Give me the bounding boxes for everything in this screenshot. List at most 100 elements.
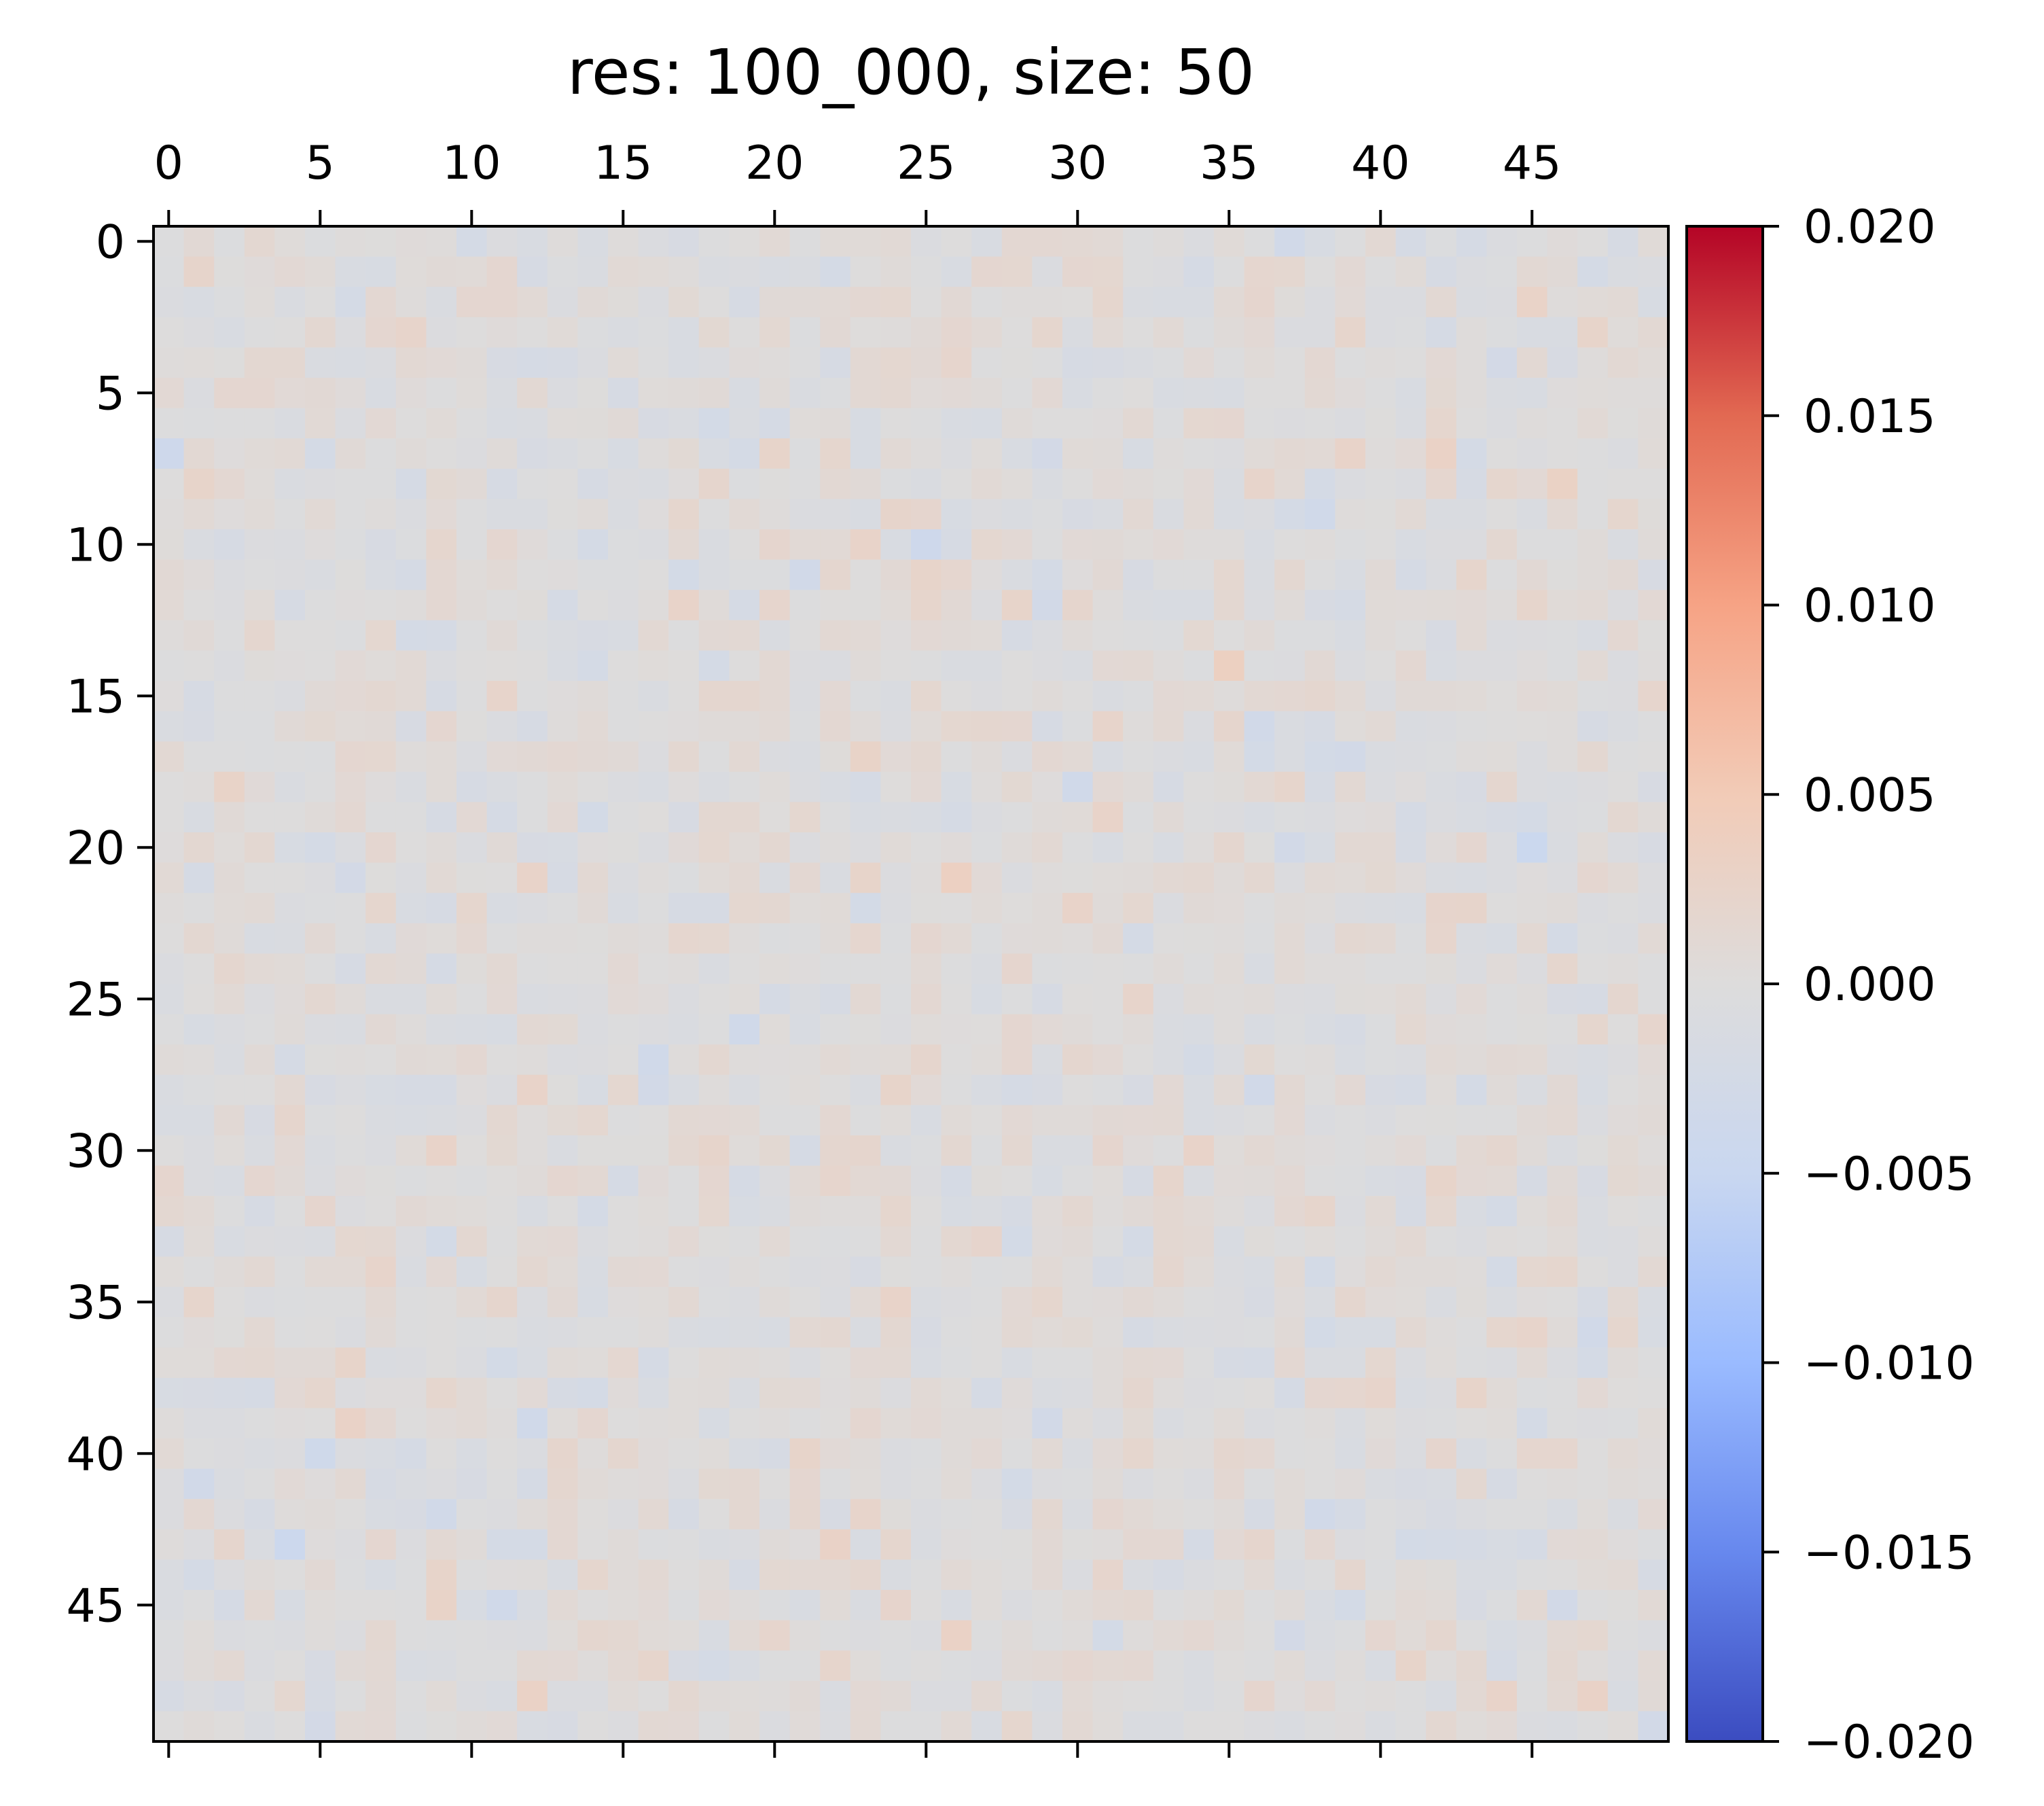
heatmap-cell: [365, 1317, 397, 1348]
heatmap-cell: [426, 1226, 457, 1257]
heatmap-cell: [608, 953, 639, 985]
heatmap-cell: [547, 408, 578, 439]
heatmap-cell: [395, 1408, 427, 1439]
heatmap-cell: [274, 1014, 306, 1045]
heatmap-cell: [820, 802, 851, 833]
heatmap-cell: [1304, 559, 1335, 590]
heatmap-cell: [577, 802, 609, 833]
heatmap-cell: [1001, 1014, 1033, 1045]
heatmap-cell: [517, 347, 548, 378]
heatmap-cell: [880, 1680, 912, 1712]
heatmap-cell: [1547, 1499, 1578, 1530]
heatmap-cell: [1001, 711, 1033, 742]
heatmap-cell: [1274, 650, 1306, 681]
heatmap-cell: [577, 1650, 609, 1682]
heatmap-cell: [1547, 1105, 1578, 1136]
heatmap-cell: [486, 832, 518, 864]
heatmap-cell: [1153, 1256, 1184, 1288]
heatmap-cell: [1304, 1559, 1335, 1591]
heatmap-cell: [759, 681, 791, 712]
heatmap-cell: [1517, 923, 1548, 954]
heatmap-cell: [335, 893, 366, 924]
heatmap-cell: [789, 1226, 821, 1257]
heatmap-cell: [183, 1256, 215, 1288]
heatmap-cell: [1032, 1287, 1063, 1318]
heatmap-cell: [365, 1226, 397, 1257]
heatmap-cell: [1001, 1438, 1033, 1470]
heatmap-cell: [365, 1620, 397, 1651]
heatmap-cell: [1183, 1620, 1215, 1651]
heatmap-cell: [941, 620, 972, 651]
heatmap-cell: [1607, 226, 1638, 258]
heatmap-cell: [1304, 1074, 1335, 1105]
heatmap-cell: [1365, 650, 1397, 681]
heatmap-cell: [941, 287, 972, 318]
heatmap-cell: [1335, 862, 1366, 893]
heatmap-cell: [1547, 1529, 1578, 1560]
heatmap-cell: [365, 1165, 397, 1197]
heatmap-cell: [1456, 1347, 1487, 1379]
heatmap-cell: [668, 559, 700, 590]
heatmap-cell: [668, 1165, 700, 1197]
heatmap-cell: [608, 741, 639, 773]
heatmap-cell: [1092, 681, 1124, 712]
heatmap-cell: [880, 923, 912, 954]
heatmap-cell: [1547, 1377, 1578, 1409]
heatmap-cell: [668, 893, 700, 924]
heatmap-cell: [486, 1499, 518, 1530]
heatmap-cell: [395, 1044, 427, 1076]
heatmap-cell: [154, 590, 185, 621]
heatmap-cell: [1032, 1317, 1063, 1348]
heatmap-cell: [1274, 1620, 1306, 1651]
heatmap-cell: [971, 1408, 1003, 1439]
heatmap-cell: [1395, 953, 1427, 985]
heatmap-cell: [456, 1559, 488, 1591]
heatmap-cell: [244, 408, 275, 439]
heatmap-cell: [517, 893, 548, 924]
heatmap-cell: [1547, 529, 1578, 561]
heatmap-cell: [668, 1287, 700, 1318]
heatmap-cell: [305, 1711, 336, 1742]
heatmap-cell: [517, 256, 548, 287]
heatmap-cell: [789, 226, 821, 258]
heatmap-cell: [1335, 1105, 1366, 1136]
heatmap-cell: [365, 681, 397, 712]
heatmap-cell: [1365, 1044, 1397, 1076]
heatmap-cell: [1335, 287, 1366, 318]
heatmap-cell: [850, 1165, 881, 1197]
heatmap-cell: [244, 953, 275, 985]
heatmap-cell: [183, 226, 215, 258]
heatmap-cell: [183, 468, 215, 499]
heatmap-cell: [729, 711, 760, 742]
heatmap-cell: [850, 226, 881, 258]
heatmap-cell: [426, 1650, 457, 1682]
heatmap-cell: [1153, 1135, 1184, 1167]
heatmap-cell: [759, 529, 791, 561]
heatmap-cell: [456, 468, 488, 499]
heatmap-cell: [729, 1044, 760, 1076]
heatmap-cell: [759, 468, 791, 499]
heatmap-cell: [154, 1620, 185, 1651]
heatmap-cell: [335, 499, 366, 530]
heatmap-cell: [698, 256, 730, 287]
heatmap-cell: [880, 287, 912, 318]
heatmap-cell: [1244, 347, 1275, 378]
heatmap-cell: [850, 771, 881, 802]
heatmap-cell: [1183, 1438, 1215, 1470]
heatmap-cell: [305, 1074, 336, 1105]
heatmap-cell: [1365, 1105, 1397, 1136]
heatmap-cell: [1365, 1287, 1397, 1318]
heatmap-cell: [577, 1620, 609, 1651]
heatmap-cell: [1335, 529, 1366, 561]
heatmap-cell: [911, 1408, 942, 1439]
heatmap-cell: [850, 984, 881, 1015]
heatmap-cell: [668, 650, 700, 681]
heatmap-cell: [1032, 1135, 1063, 1167]
heatmap-cell: [517, 1256, 548, 1288]
heatmap-cell: [1214, 802, 1245, 833]
heatmap-cell: [1092, 438, 1124, 470]
heatmap-cell: [1486, 1347, 1518, 1379]
heatmap-cell: [1365, 1438, 1397, 1470]
heatmap-cell: [1183, 1165, 1215, 1197]
heatmap-cell: [911, 1499, 942, 1530]
